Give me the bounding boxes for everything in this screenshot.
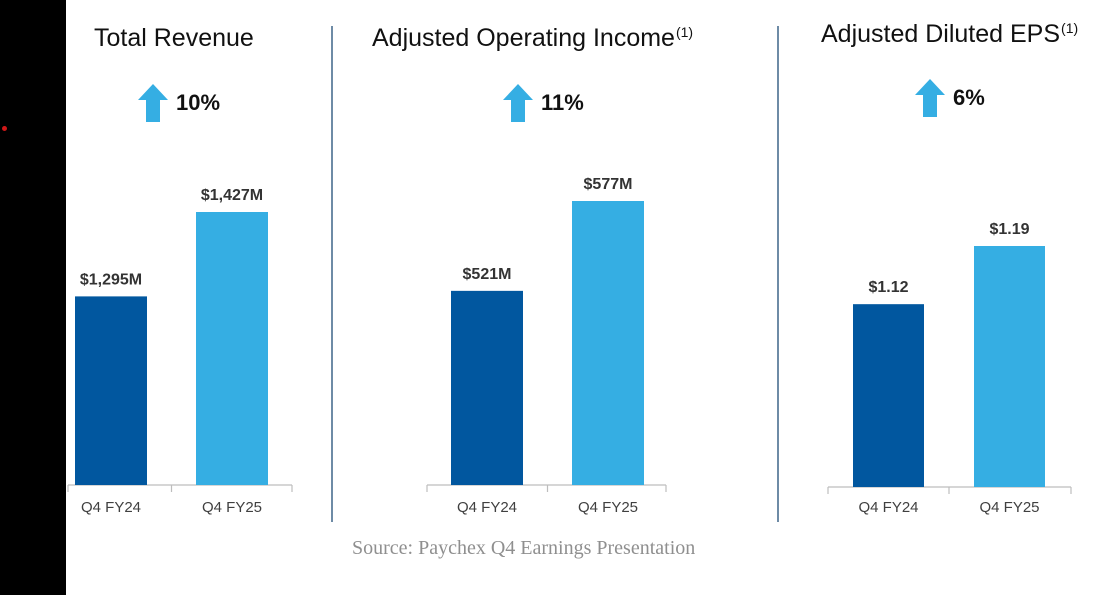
bar-q4-fy24 <box>853 304 924 487</box>
bar-value-label: $1.12 <box>868 279 908 296</box>
bar-value-label: $521M <box>463 266 512 283</box>
bar-value-label: $577M <box>584 176 633 193</box>
up-arrow-icon <box>138 84 168 122</box>
bar-value-label: $1.19 <box>989 221 1029 238</box>
red-dot-marker <box>2 126 7 131</box>
bar-q4-fy25 <box>196 212 268 485</box>
bar-q4-fy24 <box>451 290 523 485</box>
x-tick-label: Q4 FY25 <box>202 499 262 516</box>
growth-indicator-operating-income: 11% <box>503 84 584 122</box>
growth-value: 11% <box>541 90 584 115</box>
x-tick-label: Q4 FY24 <box>858 499 918 516</box>
up-arrow-icon <box>503 84 533 122</box>
source-caption: Source: Paychex Q4 Earnings Presentation <box>352 537 696 559</box>
panel-divider-1 <box>331 26 333 522</box>
up-arrow-icon <box>915 79 945 117</box>
bar-q4-fy25 <box>974 246 1045 487</box>
growth-indicator-revenue: 10% <box>138 84 220 122</box>
x-tick-label: Q4 FY25 <box>578 499 638 516</box>
bar-value-label: $1,427M <box>201 187 263 204</box>
left-black-strip <box>0 0 66 595</box>
growth-indicator-eps: 6% <box>915 79 985 117</box>
x-tick-label: Q4 FY25 <box>979 499 1039 516</box>
growth-value: 10% <box>176 90 221 115</box>
bar-q4-fy25 <box>572 201 644 485</box>
panel-title-adjusted-operating-income: Adjusted Operating Income(1) <box>372 23 694 52</box>
x-tick-label: Q4 FY24 <box>457 499 517 516</box>
bar-q4-fy24 <box>75 296 147 485</box>
growth-value: 6% <box>953 85 985 110</box>
panel-title-adjusted-diluted-eps: Adjusted Diluted EPS(1) <box>821 19 1079 48</box>
x-tick-label: Q4 FY24 <box>81 499 141 516</box>
panel-divider-2 <box>777 26 779 522</box>
bar-value-label: $1,295M <box>80 271 142 288</box>
panel-title-total-revenue: Total Revenue <box>94 24 254 52</box>
